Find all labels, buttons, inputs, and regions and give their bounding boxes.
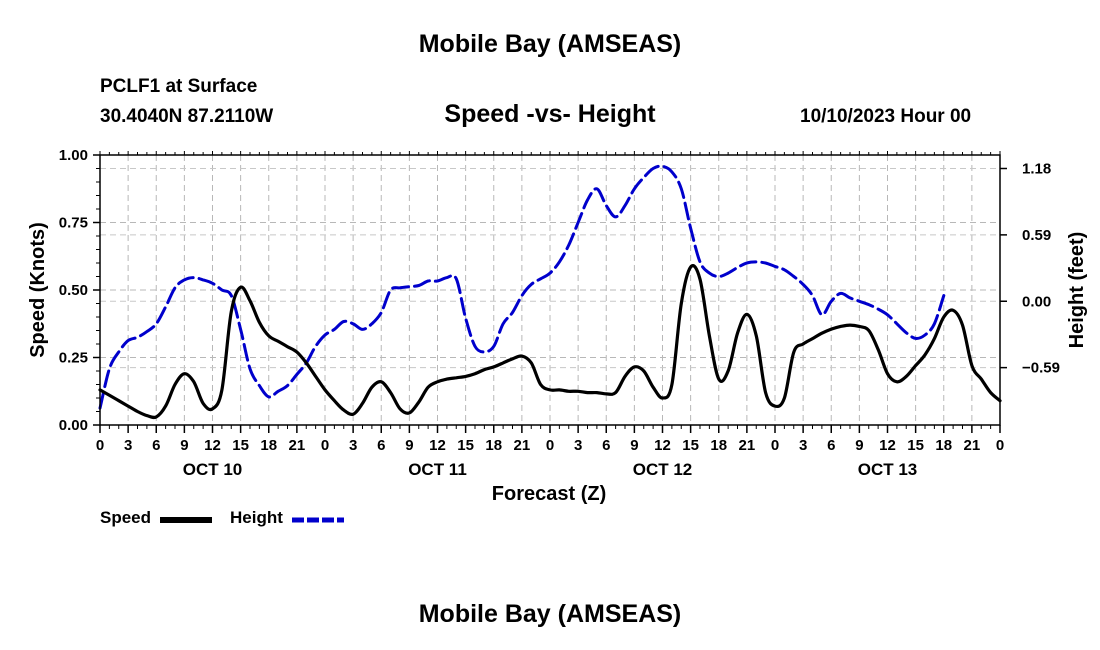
y-left-tick-label: 0.00 bbox=[59, 417, 88, 434]
series-line-height bbox=[98, 164, 946, 410]
forecast-date: 10/10/2023 Hour 00 bbox=[800, 106, 972, 127]
plot-frame bbox=[99, 154, 1001, 426]
x-tick-label: 15 bbox=[682, 437, 699, 454]
x-tick-label: 0 bbox=[546, 437, 554, 454]
x-tick-label: 6 bbox=[602, 437, 610, 454]
y-axis-label-right: Height (feet) bbox=[1066, 232, 1088, 349]
x-tick-label: 9 bbox=[855, 437, 863, 454]
y-left-tick-label: 0.75 bbox=[59, 215, 88, 232]
grid-lines bbox=[100, 155, 1000, 425]
y-left-tick-label: 1.00 bbox=[59, 147, 88, 164]
x-tick-label: 15 bbox=[907, 437, 924, 454]
series-line-speed bbox=[98, 264, 1002, 420]
station-coordinates: 30.4040N 87.2110W bbox=[100, 106, 274, 127]
x-tick-label: 9 bbox=[405, 437, 413, 454]
legend-swatch-height bbox=[292, 517, 344, 523]
legend: Speed Height bbox=[100, 508, 400, 532]
x-tick-label: 6 bbox=[152, 437, 160, 454]
x-tick-label: 21 bbox=[739, 437, 756, 454]
x-day-label: OCT 10 bbox=[183, 460, 243, 479]
y-right-tick-label: −0.59 bbox=[1022, 360, 1060, 377]
x-tick-label: 3 bbox=[574, 437, 582, 454]
x-tick-label: 12 bbox=[879, 437, 896, 454]
x-tick-label: 9 bbox=[180, 437, 188, 454]
x-tick-label: 0 bbox=[996, 437, 1004, 454]
x-tick-label: 0 bbox=[771, 437, 779, 454]
x-tick-label: 3 bbox=[124, 437, 132, 454]
x-day-label: OCT 12 bbox=[633, 460, 693, 479]
x-tick-label: 15 bbox=[457, 437, 474, 454]
y-left-tick-label: 0.50 bbox=[59, 282, 88, 299]
y-axis-label-left: Speed (Knots) bbox=[27, 222, 49, 358]
station-label: PCLF1 at Surface bbox=[100, 76, 258, 97]
series-lines bbox=[98, 164, 1002, 420]
x-axis-label: Forecast (Z) bbox=[492, 483, 606, 505]
x-tick-label: 6 bbox=[827, 437, 835, 454]
x-tick-label: 21 bbox=[289, 437, 306, 454]
chart-title: Speed -vs- Height bbox=[444, 100, 656, 128]
x-day-label: OCT 13 bbox=[858, 460, 918, 479]
y-left-tick-label: 0.25 bbox=[59, 350, 88, 367]
footer-title: Mobile Bay (AMSEAS) bbox=[418, 600, 682, 628]
x-tick-label: 3 bbox=[349, 437, 357, 454]
x-day-label: OCT 11 bbox=[408, 460, 467, 479]
y-right-tick-label: 0.59 bbox=[1022, 227, 1051, 244]
x-tick-label: 0 bbox=[321, 437, 329, 454]
x-tick-label: 21 bbox=[964, 437, 981, 454]
axis-labels: 0 3 6 9 12 15 18 21 0 3 6 9 12 15 18 21 0 3 6 9 12 15 18 21 0 3 6 9… bbox=[59, 147, 1060, 479]
x-tick-label: 18 bbox=[710, 437, 727, 454]
x-tick-label: 21 bbox=[514, 437, 531, 454]
x-tick-label: 3 bbox=[799, 437, 807, 454]
legend-label-height: Height bbox=[230, 508, 283, 527]
x-tick-label: 18 bbox=[260, 437, 277, 454]
x-tick-label: 6 bbox=[377, 437, 385, 454]
x-tick-label: 12 bbox=[429, 437, 446, 454]
x-tick-label: 18 bbox=[485, 437, 502, 454]
x-tick-label: 12 bbox=[204, 437, 221, 454]
x-tick-label: 12 bbox=[654, 437, 671, 454]
x-tick-label: 18 bbox=[935, 437, 952, 454]
x-tick-label: 9 bbox=[630, 437, 638, 454]
legend-label-speed: Speed bbox=[100, 508, 152, 527]
y-right-tick-label: 1.18 bbox=[1022, 161, 1051, 178]
chart-main-title: Mobile Bay (AMSEAS) bbox=[418, 30, 682, 58]
x-tick-label: 15 bbox=[232, 437, 249, 454]
y-right-tick-label: 0.00 bbox=[1022, 293, 1051, 310]
legend-swatch-speed bbox=[160, 517, 212, 523]
x-tick-label: 0 bbox=[96, 437, 104, 454]
speed-height-chart: 0 3 6 9 12 15 18 21 0 3 6 9 12 15 18 21 0 3 6 9 12 15 18 21 0 3 6 9… bbox=[27, 147, 1088, 505]
